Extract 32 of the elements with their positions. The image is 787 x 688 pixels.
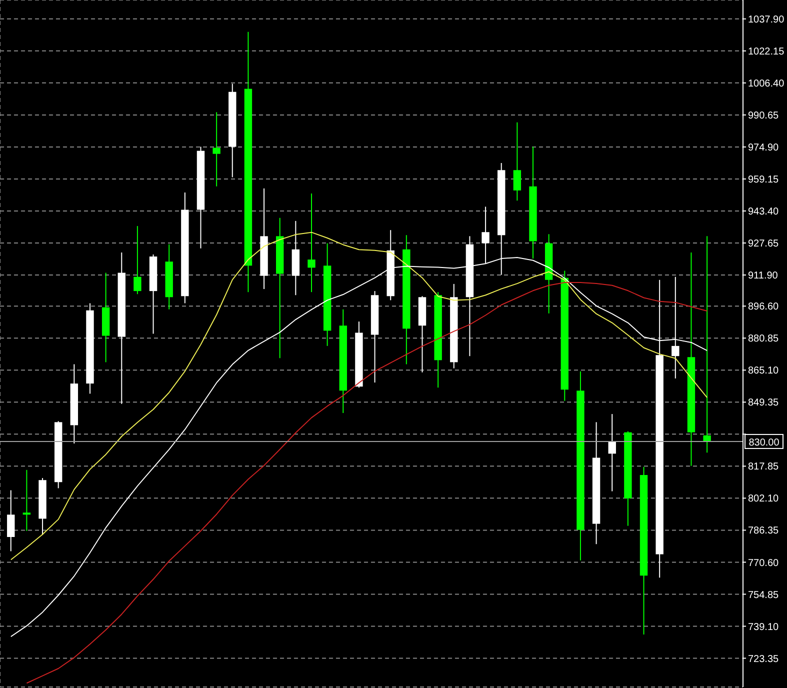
ref-line-label: 830.00 <box>748 437 780 448</box>
y-tick-label: 1006.40 <box>748 78 785 90</box>
y-tick-label: 770.60 <box>748 558 780 569</box>
y-tick-label: 896.60 <box>748 302 780 313</box>
candlestick <box>308 193 316 293</box>
candlestick <box>703 236 711 454</box>
y-tick-label: 754.85 <box>748 590 780 601</box>
line-series <box>26 282 708 684</box>
y-tick-label: 723.35 <box>748 654 780 665</box>
y-tick-label: 865.10 <box>748 366 780 377</box>
y-tick-label: 880.85 <box>748 334 780 345</box>
y-tick-label: 1037.90 <box>748 14 785 26</box>
y-tick-label: 990.65 <box>748 110 780 122</box>
y-tick-label: 849.35 <box>748 398 780 409</box>
y-tick-label: 786.35 <box>748 526 780 537</box>
y-tick-label: 974.90 <box>748 142 780 154</box>
y-tick-label: 739.10 <box>748 622 780 633</box>
candlestick <box>608 414 616 492</box>
candlestick <box>672 276 680 379</box>
y-tick-label: 927.65 <box>748 238 780 250</box>
y-tick-label: 943.40 <box>748 206 780 218</box>
y-tick-label: 1022.15 <box>748 46 785 58</box>
candlestick <box>134 226 142 295</box>
y-tick-label: 802.10 <box>748 494 780 505</box>
y-tick-label: 817.85 <box>748 462 780 473</box>
candlestick <box>22 469 31 532</box>
y-tick-label: 911.90 <box>748 270 778 282</box>
candlestick <box>513 122 522 202</box>
candlestick <box>212 112 220 187</box>
y-tick-label: 959.15 <box>748 174 780 186</box>
candlestick <box>7 490 15 552</box>
line-series <box>10 232 708 560</box>
